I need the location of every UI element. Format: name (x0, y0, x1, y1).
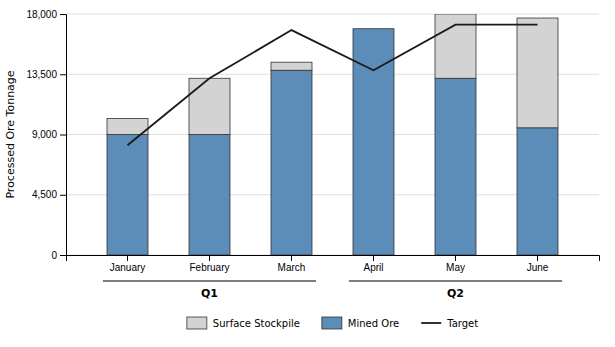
y-axis-title: Processed Ore Tonnage (4, 70, 17, 198)
y-tick-mark (60, 195, 66, 196)
y-tick-label: 13,500 (26, 69, 57, 80)
y-tick-label: 9,000 (32, 129, 57, 140)
bar (435, 78, 476, 255)
grid-line (66, 14, 599, 15)
x-tick-mark (127, 255, 128, 261)
x-tick-label: April (363, 262, 383, 273)
bar (107, 135, 148, 256)
y-tick: 0 (51, 250, 66, 261)
x-tick-label: June (527, 262, 549, 273)
y-tick: 18,000 (26, 9, 66, 20)
legend-label: Mined Ore (348, 318, 399, 329)
group-bracket (349, 280, 562, 281)
x-tick-label: February (189, 262, 229, 273)
plot: 0 4,500 9,000 13,500 18,000 January February Ma… (4, 9, 600, 329)
legend: Surface Stockpile Mined Ore Target (187, 317, 478, 329)
marks (107, 14, 558, 255)
y-tick-label: 18,000 (26, 9, 57, 20)
y-axis: 0 4,500 9,000 13,500 18,000 (26, 9, 66, 261)
x-tick-mark (209, 255, 210, 261)
legend-label: Surface Stockpile (213, 318, 300, 329)
bar (517, 128, 558, 255)
x-tick: February (189, 255, 229, 273)
x-tick-mark (537, 255, 538, 261)
y-tick: 4,500 (32, 189, 66, 200)
x-tick-label: March (278, 262, 306, 273)
x-axis: January February March April May June (67, 255, 600, 273)
y-axis-line (60, 15, 67, 256)
bar (189, 135, 230, 256)
x-tick-label: January (110, 262, 146, 273)
y-tick: 13,500 (26, 69, 66, 80)
bar (435, 14, 476, 78)
y-tick: 9,000 (32, 129, 66, 140)
legend-swatch (322, 317, 342, 329)
y-tick-mark (60, 255, 66, 256)
bar (353, 28, 394, 29)
bar (189, 78, 230, 134)
y-tick-mark (60, 74, 66, 75)
y-tick-mark (60, 135, 66, 136)
legend-item: Surface Stockpile (187, 317, 300, 329)
y-tick-label: 4,500 (32, 189, 57, 200)
y-tick-label: 0 (51, 250, 57, 261)
bar-series (107, 14, 558, 135)
x-tick: March (278, 255, 306, 273)
group-label: Q1 (201, 287, 218, 300)
bar (271, 62, 312, 70)
x-axis-line (67, 256, 600, 262)
grid (66, 14, 599, 255)
groups: Q1 Q2 (103, 281, 562, 300)
group-bracket (103, 280, 316, 281)
bar (517, 18, 558, 128)
x-tick-mark (373, 255, 374, 261)
x-tick: January (110, 255, 146, 273)
x-tick-mark (291, 255, 292, 261)
x-tick-label: May (446, 262, 465, 273)
x-tick: April (363, 255, 383, 273)
bar-series (107, 29, 558, 255)
target-line (128, 25, 538, 146)
x-tick: May (446, 255, 465, 273)
x-tick-mark (455, 255, 456, 261)
bar (107, 118, 148, 134)
legend-label: Target (446, 318, 478, 329)
chart: 0 4,500 9,000 13,500 18,000 January February Ma… (0, 0, 615, 347)
x-tick: June (527, 255, 549, 273)
legend-swatch (421, 322, 441, 324)
bar (271, 70, 312, 255)
y-tick-mark (60, 14, 66, 15)
legend-swatch (187, 317, 207, 329)
group-label: Q2 (447, 287, 464, 300)
legend-item: Mined Ore (322, 317, 399, 329)
legend-item: Target (421, 318, 478, 329)
